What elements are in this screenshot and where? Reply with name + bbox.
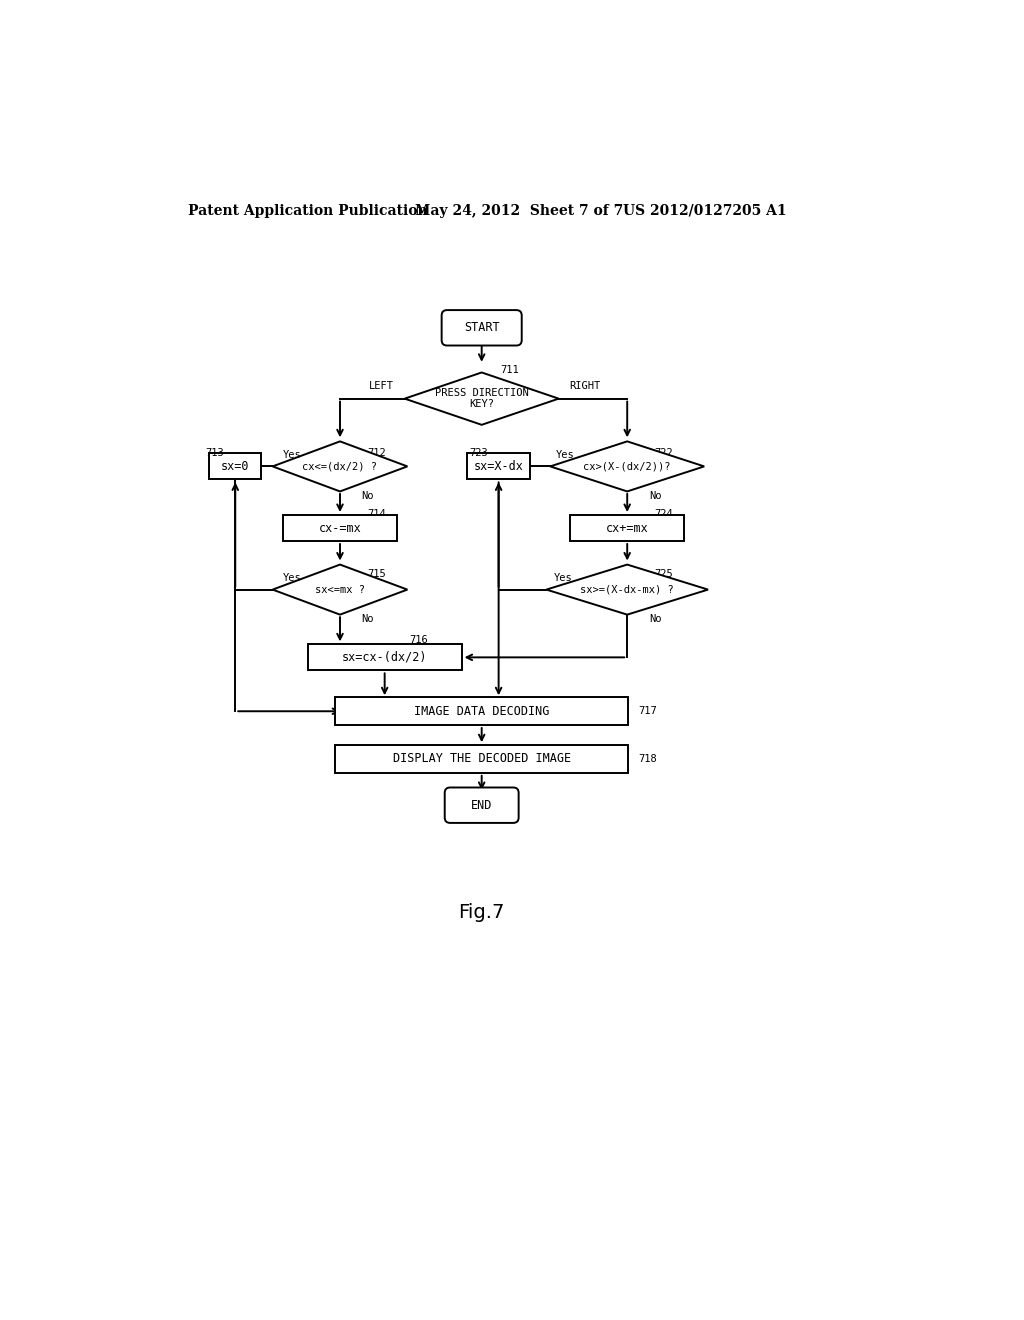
Text: US 2012/0127205 A1: US 2012/0127205 A1 xyxy=(624,203,787,218)
Text: 725: 725 xyxy=(654,569,673,579)
Text: Fig.7: Fig.7 xyxy=(459,903,505,923)
Polygon shape xyxy=(547,565,708,615)
Text: IMAGE DATA DECODING: IMAGE DATA DECODING xyxy=(414,705,549,718)
Text: May 24, 2012  Sheet 7 of 7: May 24, 2012 Sheet 7 of 7 xyxy=(416,203,624,218)
Text: cx>(X-(dx/2))?: cx>(X-(dx/2))? xyxy=(584,462,671,471)
Text: PRESS DIRECTION
KEY?: PRESS DIRECTION KEY? xyxy=(435,388,528,409)
Text: 722: 722 xyxy=(654,447,673,458)
Text: sx=X-dx: sx=X-dx xyxy=(474,459,523,473)
Text: sx>=(X-dx-mx) ?: sx>=(X-dx-mx) ? xyxy=(581,585,674,594)
Text: 716: 716 xyxy=(410,635,428,644)
Text: 717: 717 xyxy=(639,706,657,717)
FancyBboxPatch shape xyxy=(209,453,261,479)
Text: Patent Application Publication: Patent Application Publication xyxy=(188,203,428,218)
Text: DISPLAY THE DECODED IMAGE: DISPLAY THE DECODED IMAGE xyxy=(392,752,570,766)
Text: 714: 714 xyxy=(368,510,386,519)
Text: No: No xyxy=(649,614,662,624)
Text: No: No xyxy=(361,614,374,624)
Polygon shape xyxy=(550,441,705,491)
Text: 713: 713 xyxy=(205,449,224,458)
Polygon shape xyxy=(404,372,559,425)
Text: sx<=mx ?: sx<=mx ? xyxy=(315,585,365,594)
Text: cx<=(dx/2) ?: cx<=(dx/2) ? xyxy=(302,462,378,471)
Text: No: No xyxy=(649,491,662,500)
FancyBboxPatch shape xyxy=(283,515,397,541)
FancyBboxPatch shape xyxy=(570,515,684,541)
Text: 712: 712 xyxy=(368,447,386,458)
Text: LEFT: LEFT xyxy=(369,381,394,391)
Polygon shape xyxy=(272,441,408,491)
Text: cx-=mx: cx-=mx xyxy=(318,521,361,535)
FancyBboxPatch shape xyxy=(307,644,462,671)
FancyBboxPatch shape xyxy=(441,310,521,346)
FancyBboxPatch shape xyxy=(444,788,518,822)
Text: Yes: Yes xyxy=(283,450,302,459)
Text: 711: 711 xyxy=(500,366,519,375)
Text: 724: 724 xyxy=(654,510,673,519)
Text: 723: 723 xyxy=(469,449,488,458)
Text: END: END xyxy=(471,799,493,812)
Text: Yes: Yes xyxy=(554,573,572,583)
Text: cx+=mx: cx+=mx xyxy=(606,521,648,535)
Text: Yes: Yes xyxy=(556,450,575,459)
Text: sx=0: sx=0 xyxy=(221,459,250,473)
Text: No: No xyxy=(361,491,374,500)
Text: START: START xyxy=(464,321,500,334)
Polygon shape xyxy=(272,565,408,615)
FancyBboxPatch shape xyxy=(336,697,628,725)
Text: RIGHT: RIGHT xyxy=(569,381,600,391)
FancyBboxPatch shape xyxy=(336,744,628,774)
Text: Yes: Yes xyxy=(283,573,302,583)
Text: 715: 715 xyxy=(368,569,386,579)
Text: sx=cx-(dx/2): sx=cx-(dx/2) xyxy=(342,651,427,664)
FancyBboxPatch shape xyxy=(467,453,530,479)
Text: 718: 718 xyxy=(639,754,657,764)
